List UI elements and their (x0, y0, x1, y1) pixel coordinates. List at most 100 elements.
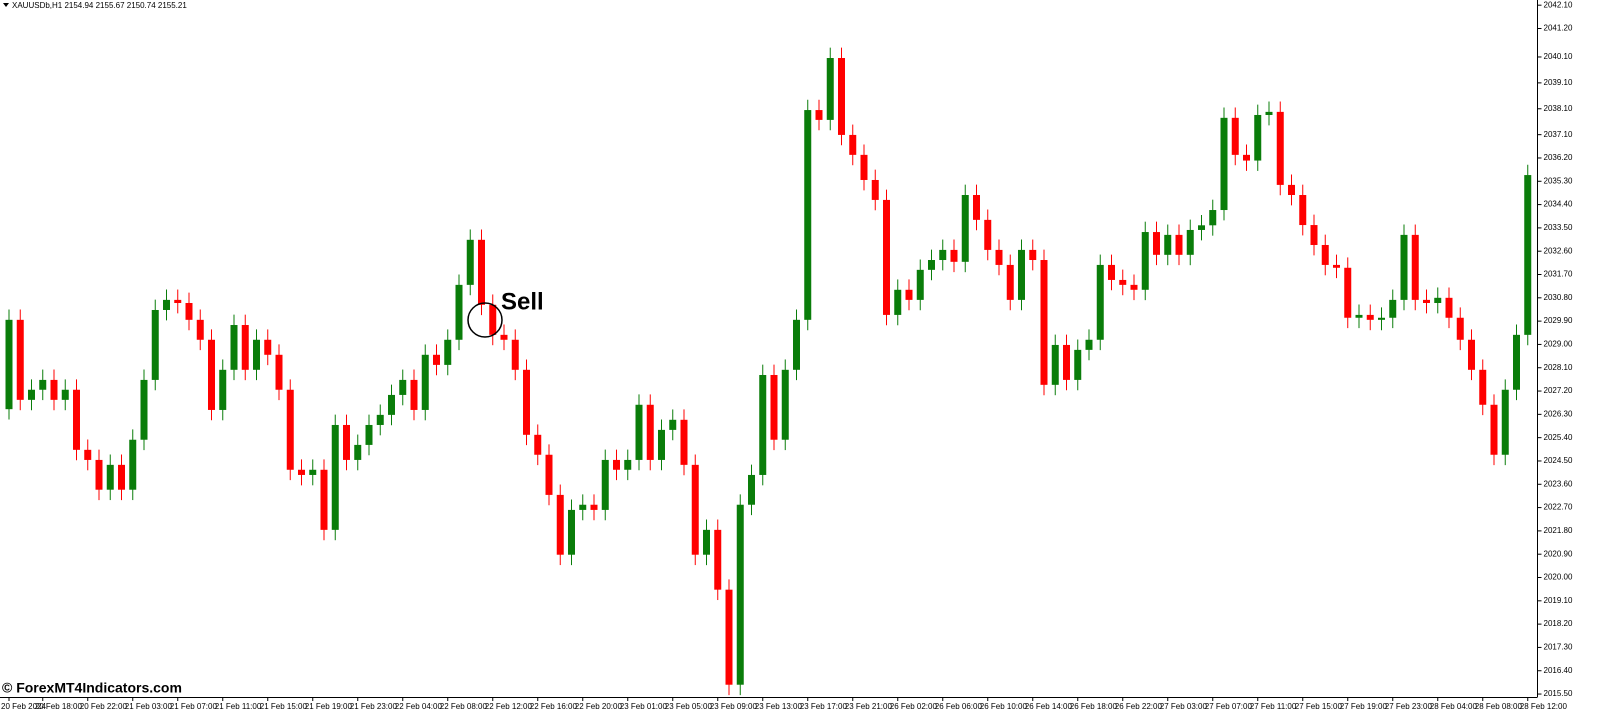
y-tick-label: 2017.30 (1544, 643, 1573, 652)
x-tick-label: 23 Feb 21:00 (845, 702, 893, 711)
candle-body (759, 374, 767, 475)
x-tick-label: 27 Feb 19:00 (1340, 702, 1388, 711)
candle-body (1006, 264, 1014, 300)
candle-body (95, 459, 103, 490)
y-tick-label: 2029.90 (1544, 316, 1573, 325)
candle-body (50, 379, 58, 400)
candle-body (950, 249, 958, 262)
x-tick-label: 27 Feb 03:00 (1160, 702, 1208, 711)
candle-body (309, 469, 317, 475)
x-tick-label: 26 Feb 18:00 (1070, 702, 1118, 711)
x-tick-label: 23 Feb 05:00 (665, 702, 713, 711)
y-tick-label: 2038.10 (1544, 104, 1573, 113)
candle-body (995, 249, 1003, 265)
signal-circle (467, 302, 503, 338)
candle-body (826, 58, 834, 120)
x-tick-label: 28 Feb 08:00 (1475, 702, 1523, 711)
y-tick-label: 2039.10 (1544, 78, 1573, 87)
y-tick-label: 2025.40 (1544, 433, 1573, 442)
candle-body (984, 219, 992, 250)
candle-body (1434, 297, 1442, 303)
candle-body (1366, 314, 1374, 320)
candle-body (860, 154, 868, 180)
x-tick-label: 26 Feb 06:00 (935, 702, 983, 711)
candle-body (455, 284, 463, 340)
candle-body (871, 179, 879, 200)
x-tick-label: 26 Feb 02:00 (890, 702, 938, 711)
candle-body (770, 374, 778, 440)
y-tick-label: 2035.30 (1544, 176, 1573, 185)
candle-body (230, 325, 238, 370)
candle-body (286, 389, 294, 470)
y-tick-label: 2032.60 (1544, 246, 1573, 255)
candle-body (500, 334, 508, 340)
candle-body (534, 434, 542, 455)
candle-body (1096, 264, 1104, 340)
candle-body (1389, 299, 1397, 318)
candle-body (5, 319, 13, 410)
y-tick-label: 2022.70 (1544, 503, 1573, 512)
candle-body (1423, 299, 1430, 303)
x-tick-label: 26 Feb 22:00 (1115, 702, 1163, 711)
candle-body (320, 469, 328, 530)
chart-title: XAUUSDb,H1 2154.94 2155.67 2150.74 2155.… (12, 1, 187, 10)
y-tick-label: 2030.80 (1544, 293, 1573, 302)
candle-body (1051, 344, 1059, 385)
candle-body (1198, 225, 1205, 230)
y-tick-label: 2019.10 (1544, 596, 1573, 605)
candle-body (84, 449, 92, 460)
candle-body (433, 354, 440, 365)
candle-body (489, 304, 497, 335)
x-tick-label: 22 Feb 08:00 (440, 702, 488, 711)
candle-body (1220, 117, 1228, 211)
candle-body (241, 325, 249, 370)
candle-body (264, 339, 272, 355)
y-tick-label: 2036.20 (1544, 153, 1573, 162)
y-tick-label: 2040.10 (1544, 52, 1573, 61)
candle-body (973, 195, 980, 220)
candle-body (714, 529, 722, 590)
candle-body (725, 589, 733, 685)
watermark-bg (0, 680, 186, 697)
candle-body (613, 459, 620, 470)
candle-body (1321, 244, 1329, 265)
candle-body (129, 439, 137, 490)
candle-body (961, 195, 969, 262)
x-tick-label: 26 Feb 10:00 (980, 702, 1028, 711)
candle-body (1344, 267, 1352, 318)
y-tick-label: 2042.10 (1544, 0, 1573, 9)
y-tick-label: 2027.20 (1544, 386, 1573, 395)
candle-body (1513, 334, 1520, 390)
y-tick-label: 2037.10 (1544, 130, 1573, 139)
y-tick-label: 2018.20 (1544, 619, 1573, 628)
candle-body (1074, 349, 1082, 380)
candle-body (1243, 154, 1250, 161)
candle-body (1411, 234, 1419, 300)
candle-body (1175, 234, 1183, 255)
x-tick-label: 22 Feb 16:00 (530, 702, 578, 711)
candle-body (1490, 404, 1498, 455)
candle-body (1501, 389, 1509, 455)
x-tick-label: 20 Feb 18:00 (35, 702, 83, 711)
x-tick-label: 27 Feb 23:00 (1385, 702, 1433, 711)
candle-body (219, 369, 227, 410)
y-tick-label: 2034.40 (1544, 200, 1573, 209)
candle-body (196, 319, 204, 340)
candle-body (354, 444, 362, 460)
candle-body (748, 474, 755, 505)
candle-body (16, 319, 24, 400)
candle-body (658, 429, 665, 460)
y-tick-label: 2031.70 (1544, 270, 1573, 279)
x-tick-label: 22 Feb 20:00 (575, 702, 623, 711)
x-tick-label: 28 Feb 04:00 (1430, 702, 1478, 711)
candle-body (1276, 111, 1284, 185)
candle-body (1445, 297, 1453, 318)
candle-body (140, 379, 148, 440)
candle-body (1164, 234, 1172, 255)
candle-body (545, 454, 553, 495)
candle-body (208, 339, 215, 410)
y-tick-label: 2021.80 (1544, 526, 1573, 535)
candle-body (556, 494, 564, 555)
x-tick-label: 22 Feb 04:00 (395, 702, 443, 711)
candle-body (781, 369, 789, 440)
